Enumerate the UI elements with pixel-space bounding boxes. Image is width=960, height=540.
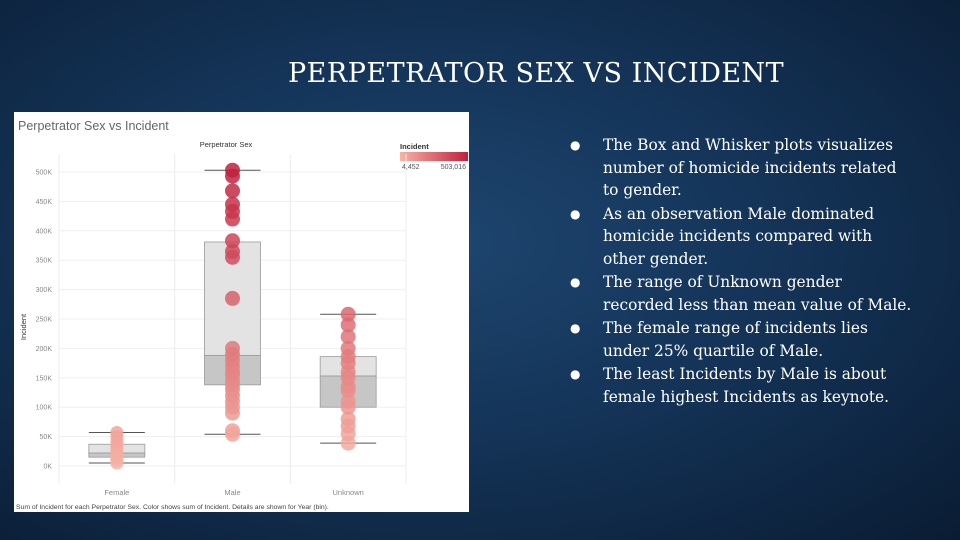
y-tick-label: 450K	[36, 199, 53, 206]
bullet-list: ● The Box and Whisker plots visualizes nu…	[570, 134, 915, 409]
bullet-item: ● The female range of incidents lies unde…	[570, 317, 915, 362]
data-point-female	[110, 425, 124, 439]
column-header: Perpetrator Sex	[200, 140, 253, 149]
chart-footnote: Sum of Incident for each Perpetrator Sex…	[16, 504, 329, 511]
bullet-dot-icon: ●	[570, 138, 581, 152]
y-tick-label: 200K	[36, 346, 53, 353]
slide-title: PERPETRATOR SEX VS INCIDENT	[288, 58, 785, 89]
y-axis-label: Incident	[19, 313, 28, 340]
bullet-item: ● The range of Unknown gender recorded le…	[570, 271, 915, 316]
x-axis-ticks: Female Male Unknown	[104, 488, 363, 497]
bullet-item: ● The Box and Whisker plots visualizes nu…	[570, 134, 915, 202]
data-point-male	[225, 423, 240, 439]
bullet-dot-icon: ●	[570, 321, 581, 335]
legend: Incident 4,452 503,016	[400, 142, 468, 171]
bullet-text: The range of Unknown gender recorded les…	[603, 273, 912, 314]
bullet-dot-icon: ●	[570, 206, 581, 221]
y-tick-label: 100K	[36, 405, 53, 412]
y-tick-label: 0K	[43, 464, 52, 471]
data-point-male	[225, 183, 240, 199]
data-point-unknown	[340, 306, 356, 322]
y-tick-label: 500K	[36, 170, 53, 177]
data-point-unknown	[340, 411, 356, 427]
data-point-male	[225, 290, 240, 306]
data-point-unknown	[340, 329, 356, 345]
legend-title: Incident	[400, 142, 429, 151]
chart-title: Perpetrator Sex vs Incident	[18, 119, 169, 133]
x-tick-label: Unknown	[333, 488, 364, 497]
legend-max-label: 503,016	[441, 164, 466, 171]
x-tick-label: Female	[104, 488, 129, 497]
y-tick-label: 400K	[36, 228, 53, 235]
y-tick-label: 300K	[36, 287, 53, 294]
bullet-item: ● As an observation Male dominated homici…	[570, 203, 915, 271]
y-axis-ticks: 0K 50K 100K 150K 200K 250K 300K 350K 400K 450K 500…	[36, 170, 53, 471]
y-tick-label: 250K	[36, 317, 53, 324]
data-point-male	[225, 196, 240, 212]
bullet-text: The Box and Whisker plots visualizes num…	[603, 136, 897, 199]
chart-panel: Perpetrator Sex vs Incident Perpetrator …	[14, 112, 469, 512]
y-tick-label: 50K	[40, 434, 53, 441]
bullet-dot-icon: ●	[570, 275, 581, 289]
data-point-male	[225, 233, 240, 249]
data-point-male	[225, 162, 240, 178]
bullet-dot-icon: ●	[570, 367, 581, 381]
box-plot-chart: Perpetrator Sex vs Incident Perpetrator …	[16, 119, 468, 511]
data-point-male	[225, 340, 240, 356]
bullet-text: The female range of incidents lies under…	[603, 319, 868, 360]
x-tick-label: Male	[224, 488, 240, 497]
data-points	[110, 162, 356, 470]
y-tick-label: 350K	[36, 258, 53, 265]
y-tick-label: 150K	[36, 375, 53, 382]
bullet-text: As an observation Male dominated homicid…	[603, 204, 875, 268]
data-point-male	[225, 243, 240, 259]
bullet-item: ● The least Incidents by Male is about fe…	[570, 363, 915, 408]
legend-gradient-bar	[400, 152, 468, 161]
data-point-unknown	[340, 393, 356, 409]
bullet-text: The least Incidents by Male is about fem…	[603, 365, 890, 406]
data-point-unknown	[340, 340, 356, 356]
data-point-unknown	[340, 317, 356, 333]
legend-min-label: 4,452	[402, 164, 420, 171]
